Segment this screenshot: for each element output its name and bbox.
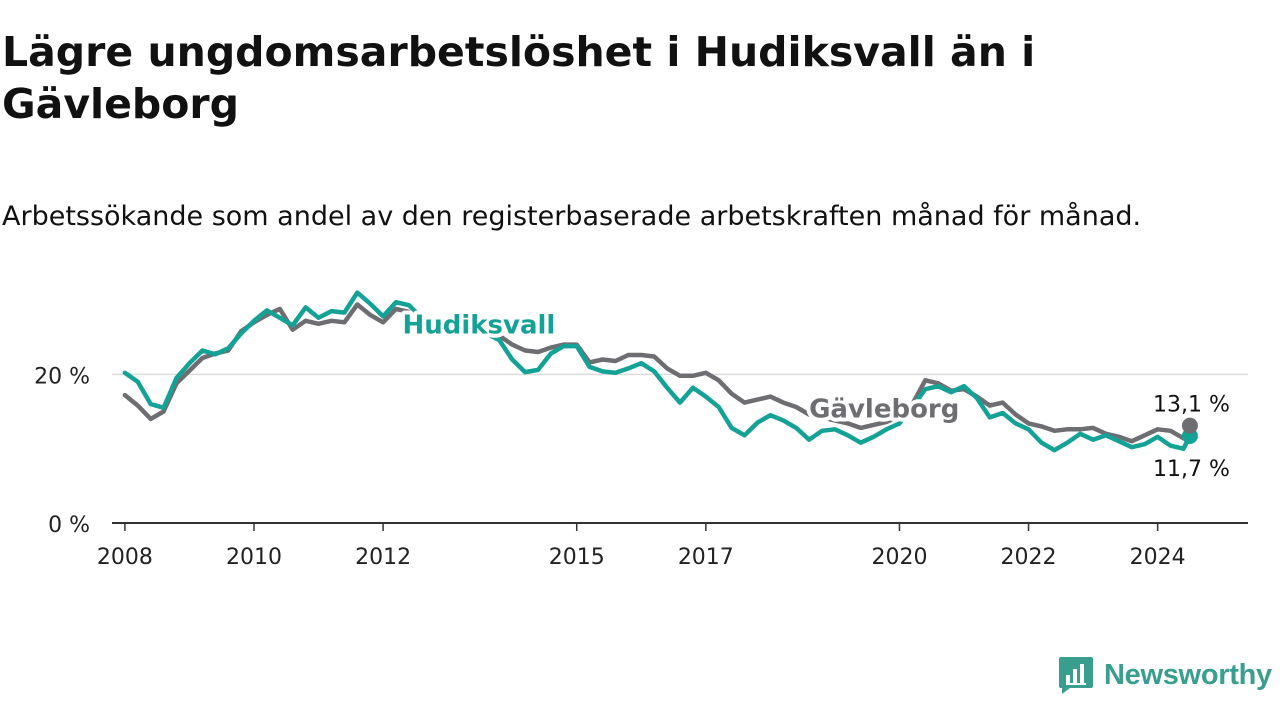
end-point-gävleborg (1181, 417, 1198, 434)
series-lines (122, 290, 1198, 453)
y-axis: 0 % 20 % (34, 364, 90, 538)
x-tick-label: 2012 (355, 545, 411, 570)
chart-title: Lägre ungdomsarbetslöshet i Hudiksvall ä… (2, 28, 1036, 128)
newsworthy-logo-icon (1059, 657, 1093, 694)
y-tick-label: 20 % (34, 364, 90, 389)
y-tick-label: 0 % (48, 513, 90, 538)
chart-subtitle: Arbetssökande som andel av den registerb… (2, 201, 1142, 232)
x-tick-label: 2020 (871, 545, 927, 570)
x-tick-label: 2024 (1130, 545, 1186, 570)
series-labels: Hudiksvall Gävleborg 11,7 % 13,1 % (398, 306, 1232, 485)
series-line-gävleborg (122, 302, 1193, 444)
end-value-label: 11,7 % (1153, 457, 1230, 482)
x-tick-label: 2022 (1001, 545, 1057, 570)
x-tick-label: 2015 (549, 545, 605, 570)
series-label: Gävleborg (809, 394, 959, 424)
brand-name: Newsworthy (1104, 658, 1272, 691)
x-axis: 2008 2010 2012 2015 2017 2020 2022 2024 (97, 522, 1248, 570)
series-label: Hudiksvall (402, 310, 555, 340)
x-tick-label: 2010 (226, 545, 282, 570)
x-tick-label: 2008 (97, 545, 153, 570)
end-value-label: 13,1 % (1153, 393, 1230, 418)
x-tick-label: 2017 (678, 545, 734, 570)
series-line-hudiksvall (122, 290, 1193, 453)
brand-logo: Newsworthy (1058, 654, 1272, 696)
